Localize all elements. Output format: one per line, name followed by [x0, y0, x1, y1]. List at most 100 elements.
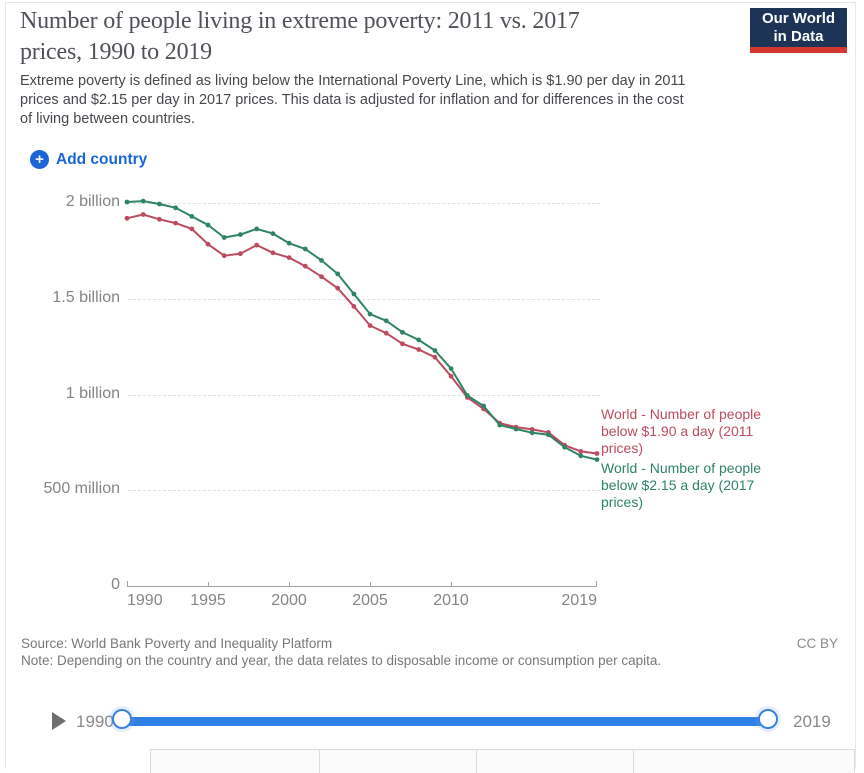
y-axis-tick-label: 500 million — [43, 480, 120, 498]
data-point — [497, 420, 503, 426]
x-axis-tick-label: 2019 — [561, 592, 597, 609]
data-point — [416, 337, 422, 343]
plus-icon: + — [30, 150, 49, 169]
data-point — [302, 263, 308, 269]
data-point — [238, 232, 243, 238]
x-axis-tick-label: 2010 — [433, 592, 469, 609]
data-point — [351, 304, 357, 309]
data-point — [383, 330, 389, 336]
series-line — [126, 200, 598, 461]
license-link[interactable]: CC BY — [796, 636, 838, 651]
tab-cell[interactable] — [320, 749, 477, 773]
data-point — [335, 271, 341, 277]
data-point — [400, 341, 405, 347]
tab-cell[interactable] — [477, 749, 634, 773]
bottom-tab-bar — [150, 749, 855, 773]
y-axis-tick-label: 1.5 billion — [52, 288, 120, 306]
title-line-1: Number of people living in extreme pover… — [20, 8, 580, 34]
data-point — [205, 222, 211, 228]
data-point — [270, 250, 276, 256]
timeline-handle-start[interactable] — [112, 709, 132, 729]
y-axis-tick-label: 2 billion — [65, 193, 120, 210]
timeline-end-label: 2019 — [793, 712, 831, 731]
data-point — [157, 216, 162, 222]
y-axis-tick-label: 1 billion — [65, 384, 120, 402]
legend-series-215: World - Number of people below $2.15 a d… — [601, 460, 762, 510]
data-point — [367, 311, 373, 317]
data-point — [546, 430, 551, 435]
data-point — [124, 215, 130, 221]
data-point — [432, 348, 438, 353]
data-point — [464, 395, 470, 400]
data-point — [481, 403, 486, 409]
data-point — [270, 231, 276, 237]
tab-cell[interactable] — [634, 749, 855, 773]
add-country-button[interactable]: + Add country — [30, 150, 147, 169]
data-point — [546, 432, 551, 438]
data-point — [335, 285, 341, 291]
source-text: Source: World Bank Poverty and Inequalit… — [21, 636, 333, 651]
data-point — [578, 449, 584, 454]
data-point — [351, 291, 357, 297]
data-point — [238, 251, 243, 257]
data-point — [529, 430, 535, 436]
timeline-start-label: 1990 — [76, 712, 114, 731]
data-point — [221, 235, 227, 240]
data-point — [319, 274, 324, 280]
series-line — [126, 213, 598, 455]
data-point — [432, 354, 438, 360]
data-point — [513, 424, 519, 430]
data-point — [400, 329, 405, 335]
timeline-handle-end[interactable] — [758, 709, 778, 729]
data-point — [416, 347, 422, 352]
x-axis-tick-label: 2005 — [352, 592, 388, 609]
data-point — [286, 255, 292, 260]
data-point — [562, 444, 567, 450]
data-point — [319, 258, 324, 263]
x-axis-tick-label: 1995 — [190, 592, 226, 609]
data-point — [140, 212, 146, 217]
y-axis-tick-label: 0 — [111, 576, 120, 593]
data-point — [221, 253, 227, 259]
title-line-2: prices, 1990 to 2019 — [20, 39, 212, 65]
data-point — [578, 453, 584, 459]
data-point — [383, 318, 389, 324]
x-axis-tick-label: 2000 — [271, 592, 307, 609]
note-text: Note: Depending on the country and year,… — [21, 653, 662, 668]
data-point — [594, 457, 600, 462]
owid-logo[interactable]: Our World in Data — [750, 8, 847, 53]
data-point — [481, 406, 486, 412]
data-point — [189, 214, 195, 219]
gridline — [128, 490, 600, 492]
data-point — [205, 241, 211, 247]
x-axis-tick-label: 1990 — [127, 592, 163, 609]
page-title: Number of people living in extreme pover… — [20, 6, 580, 68]
legend-series-190: World - Number of people below $1.90 a d… — [601, 406, 762, 456]
data-point — [254, 226, 260, 232]
data-point — [562, 442, 567, 448]
data-point — [513, 426, 519, 432]
data-point — [254, 242, 260, 248]
data-point — [173, 220, 179, 226]
data-point — [448, 373, 454, 379]
gridline — [128, 203, 600, 204]
data-point — [367, 323, 373, 328]
data-point — [189, 226, 195, 232]
owid-logo-redbar — [750, 47, 847, 53]
data-point — [302, 246, 308, 252]
timeline-slider-track[interactable] — [122, 717, 768, 726]
gridline — [128, 298, 600, 300]
data-point — [497, 422, 503, 428]
tab-cell[interactable] — [150, 749, 320, 773]
data-point — [448, 366, 454, 371]
play-icon[interactable] — [52, 712, 66, 730]
data-point — [594, 451, 600, 456]
gridline — [128, 394, 600, 396]
chart-subtitle: Extreme poverty is defined as living bel… — [20, 73, 686, 127]
data-point — [173, 205, 179, 211]
add-country-label: Add country — [56, 150, 148, 168]
owid-logo-text: Our World in Data — [750, 8, 847, 47]
data-point — [529, 427, 535, 432]
x-axis-line — [127, 586, 597, 587]
data-point — [286, 240, 292, 246]
